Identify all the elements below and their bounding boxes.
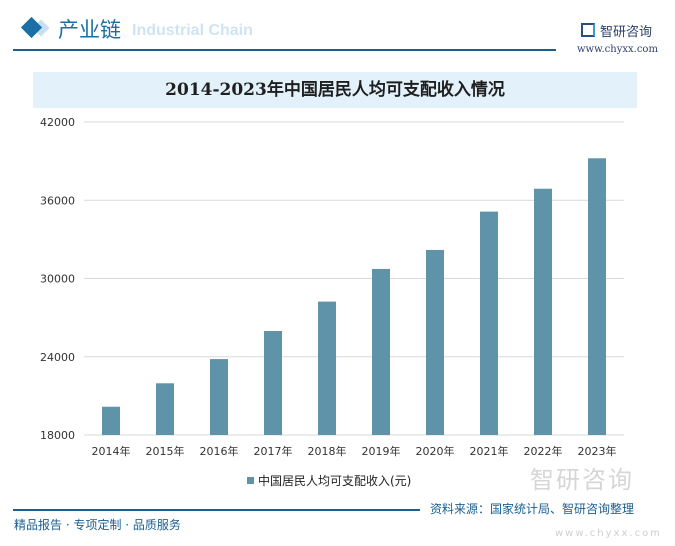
source-note: 资料来源：国家统计局、智研咨询整理 xyxy=(430,502,635,516)
legend: 中国居民人均可支配收入(元) xyxy=(247,472,411,489)
bar xyxy=(318,301,336,435)
brand-logo-icon xyxy=(581,23,595,37)
header-divider xyxy=(13,49,556,51)
y-tick-label: 42000 xyxy=(40,116,75,129)
x-tick-label: 2021年 xyxy=(470,444,509,458)
x-tick-label: 2015年 xyxy=(146,444,185,458)
brand-url: www.chyxx.com xyxy=(577,44,658,55)
x-tick-label: 2020年 xyxy=(416,444,455,458)
legend-label: 中国居民人均可支配收入(元) xyxy=(258,474,412,488)
y-tick-label: 24000 xyxy=(40,351,75,364)
x-tick-label: 2016年 xyxy=(200,444,239,458)
brand-name: 智研咨询 xyxy=(600,25,653,40)
watermark-url: www.chyxx.com xyxy=(555,528,662,539)
footer-slogan: 精品报告 · 专项定制 · 品质服务 xyxy=(14,518,181,532)
section-title: 产业链 xyxy=(58,18,121,42)
x-tick-label: 2018年 xyxy=(308,444,347,458)
y-tick-label: 30000 xyxy=(40,273,75,286)
bar xyxy=(480,211,498,435)
bar xyxy=(210,359,228,435)
footer-divider xyxy=(13,509,420,511)
watermark: 智研咨询 xyxy=(530,466,634,494)
y-tick-label: 36000 xyxy=(40,194,75,207)
section-en: Industrial Chain xyxy=(132,22,253,39)
x-tick-label: 2014年 xyxy=(92,444,131,458)
bar xyxy=(426,249,444,435)
x-tick-label: 2022年 xyxy=(524,444,563,458)
bar xyxy=(588,158,606,435)
y-tick-label: 18000 xyxy=(40,429,75,442)
bar xyxy=(102,406,120,435)
bar xyxy=(534,188,552,435)
x-tick-label: 2023年 xyxy=(578,444,617,458)
legend-swatch xyxy=(247,477,254,484)
bar xyxy=(372,268,390,435)
bar xyxy=(264,331,282,435)
chart-title: 2014-2023年中国居民人均可支配收入情况 xyxy=(33,72,637,108)
x-tick-label: 2019年 xyxy=(362,444,401,458)
x-tick-label: 2017年 xyxy=(254,444,293,458)
bar xyxy=(156,383,174,435)
